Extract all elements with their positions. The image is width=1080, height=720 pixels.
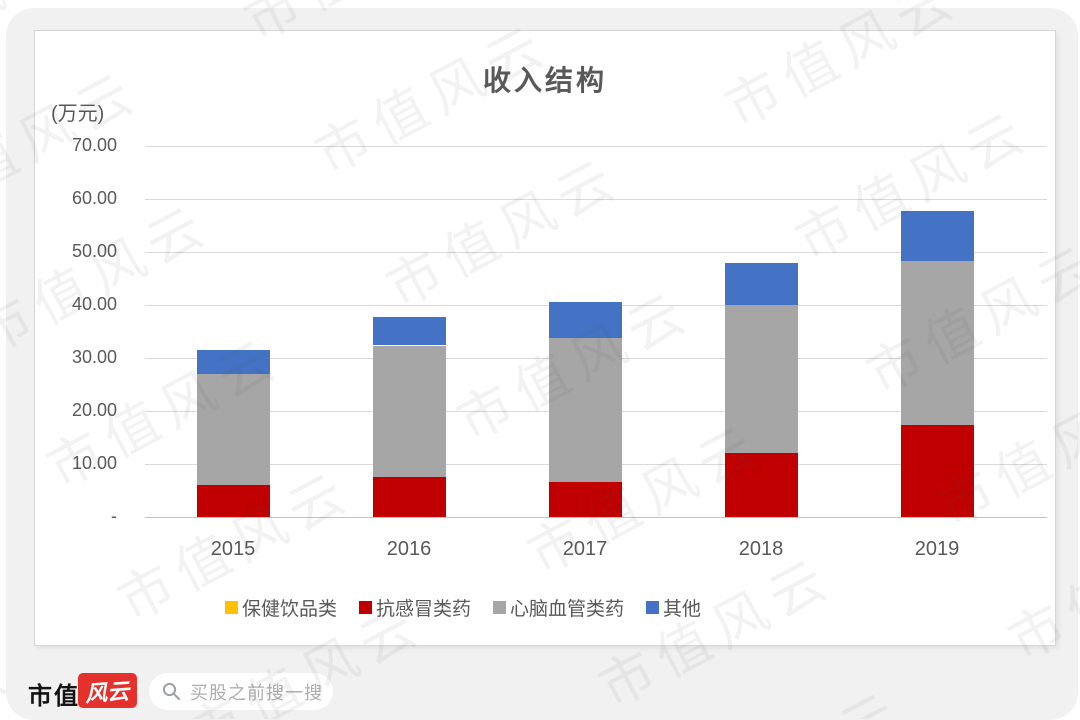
gridline bbox=[145, 199, 1047, 200]
y-axis-tick-label: 30.00 bbox=[71, 347, 117, 367]
y-axis-tick-label: 60.00 bbox=[71, 188, 117, 208]
y-axis-tick-label: 50.00 bbox=[71, 241, 117, 261]
bar-segment bbox=[900, 261, 974, 425]
legend-item: 保健饮品类 bbox=[225, 594, 337, 621]
chart-title: 收入结构 bbox=[482, 65, 607, 96]
bar-segment bbox=[196, 374, 270, 485]
y-axis-tick-label: 20.00 bbox=[71, 400, 117, 420]
y-axis-tick-label: - bbox=[111, 506, 117, 526]
gridline bbox=[145, 252, 1047, 253]
brand-logo-badge-text: 风云 bbox=[84, 677, 131, 707]
bar-segment bbox=[724, 305, 798, 453]
bar-segment bbox=[196, 485, 270, 517]
y-axis-unit-label: (万元) bbox=[51, 103, 105, 125]
legend-swatch bbox=[493, 601, 507, 614]
brand-logo-text[interactable]: 市值 bbox=[28, 683, 80, 710]
bar-segment bbox=[724, 453, 798, 517]
legend-item: 心脑血管类药 bbox=[493, 594, 624, 621]
x-axis-label: 2016 bbox=[386, 538, 432, 560]
legend-label: 保健饮品类 bbox=[242, 599, 338, 620]
bar-segment bbox=[724, 263, 798, 305]
search-input[interactable]: 买股之前搜一搜 bbox=[149, 673, 333, 710]
legend-item: 其他 bbox=[646, 594, 701, 621]
chart-panel: 收入结构 (万元) 70.00 60.00 50.00 40.00 30.00 20.00… bbox=[34, 30, 1056, 646]
bar-segment bbox=[900, 425, 974, 517]
search-placeholder: 买股之前搜一搜 bbox=[190, 682, 323, 703]
legend-label: 抗感冒类药 bbox=[376, 599, 472, 620]
plot-area: 70.00 60.00 50.00 40.00 30.00 20.00 10.00 - 2015… bbox=[72, 135, 1047, 560]
bar-segment bbox=[372, 346, 446, 477]
bar-segment bbox=[548, 302, 622, 338]
legend-item: 抗感冒类药 bbox=[359, 594, 471, 621]
y-axis-tick-label: 70.00 bbox=[71, 135, 117, 155]
content-card: 收入结构 (万元) 70.00 60.00 50.00 40.00 30.00 20.00… bbox=[6, 8, 1078, 720]
bar-segment bbox=[548, 338, 622, 482]
x-axis-label: 2017 bbox=[562, 538, 608, 560]
x-axis-label: 2015 bbox=[210, 538, 256, 560]
legend-swatch bbox=[646, 601, 660, 614]
y-axis-tick-label: 10.00 bbox=[71, 453, 117, 473]
bar-segment bbox=[372, 477, 446, 517]
legend-label: 心脑血管类药 bbox=[510, 599, 625, 620]
x-axis-label: 2019 bbox=[914, 538, 960, 560]
bar-segment bbox=[196, 350, 270, 374]
gridline bbox=[145, 517, 1047, 518]
bar-segment bbox=[372, 317, 446, 345]
y-axis-tick-label: 40.00 bbox=[71, 294, 117, 314]
x-axis-label: 2018 bbox=[738, 538, 784, 560]
search-icon bbox=[162, 682, 180, 700]
bar-segment bbox=[900, 211, 974, 261]
gridline bbox=[145, 146, 1047, 147]
legend-swatch bbox=[359, 601, 373, 614]
bar-segment bbox=[548, 482, 622, 517]
legend-label: 其他 bbox=[663, 599, 702, 620]
brand-logo-red-badge[interactable]: 风云 bbox=[78, 673, 137, 708]
legend-swatch bbox=[225, 601, 238, 614]
legend: 保健饮品类 抗感冒类药 心脑血管类药 其他 bbox=[225, 594, 701, 621]
